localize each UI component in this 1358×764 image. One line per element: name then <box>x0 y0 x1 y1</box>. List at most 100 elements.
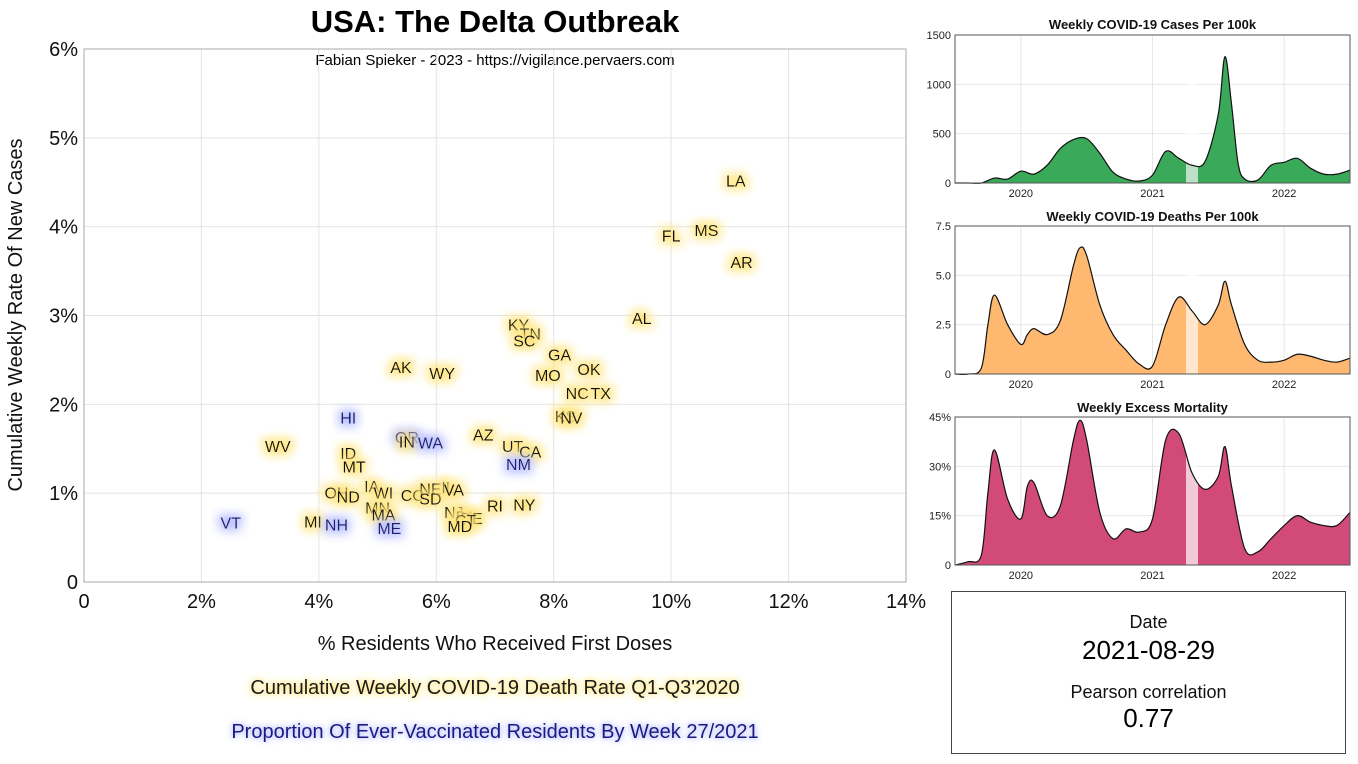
point-al: AL <box>632 311 652 328</box>
point-oh: OH <box>324 485 348 502</box>
mini-x-tick: 2021 <box>1140 188 1164 200</box>
mini-y-tick: 0 <box>945 178 951 190</box>
chart-title: USA: The Delta Outbreak <box>310 4 680 39</box>
y-tick-label: 5% <box>49 128 78 150</box>
point-pa: PA <box>456 509 476 526</box>
mini-y-tick: 500 <box>933 129 951 141</box>
correlation-value: 0.77 <box>1123 703 1174 733</box>
point-wa: WA <box>418 436 444 453</box>
point-de: DE <box>460 511 482 528</box>
point-il: IL <box>441 480 454 497</box>
point-la: LA <box>726 173 746 190</box>
point-ks: KS <box>555 409 576 426</box>
mini-y-tick: 1000 <box>927 79 951 91</box>
point-ms: MS <box>694 223 718 240</box>
mini-y-tick: 30% <box>929 461 951 473</box>
mini-area-line <box>954 419 1351 566</box>
point-tn: TN <box>520 326 541 343</box>
info-box: Date 2021-08-29 Pearson correlation 0.77 <box>951 591 1346 754</box>
point-in: IN <box>399 435 415 452</box>
mini-chart-title: Weekly Excess Mortality <box>1077 400 1229 415</box>
point-mi: MI <box>304 515 322 532</box>
legend-death-rate: Cumulative Weekly COVID-19 Death Rate Q1… <box>250 677 740 699</box>
x-tick-label: 10% <box>651 591 691 613</box>
mini-y-tick: 1500 <box>927 30 951 42</box>
point-ky: KY <box>508 317 530 334</box>
point-wv: WV <box>265 439 291 456</box>
point-az: AZ <box>473 428 494 445</box>
mini-x-tick: 2021 <box>1140 379 1164 391</box>
point-nj: NJ <box>444 505 464 522</box>
y-axis-label: Cumulative Weekly Rate Of New Cases <box>5 138 27 491</box>
point-mo: MO <box>535 368 561 385</box>
mini-plot-frame <box>954 416 1351 566</box>
current-date-highlight <box>1186 35 1198 183</box>
mini-chart-title: Weekly COVID-19 Deaths Per 100k <box>1046 209 1259 224</box>
point-co: CO <box>401 488 425 505</box>
mini-area-line <box>955 56 1351 184</box>
mini-area-line <box>954 246 1351 376</box>
point-nv: NV <box>560 411 583 428</box>
mini-y-tick: 15% <box>929 511 951 523</box>
x-axis-label: % Residents Who Received First Doses <box>318 633 673 655</box>
point-ok: OK <box>577 362 600 379</box>
point-nm: NM <box>506 457 531 474</box>
chart-subtitle: Fabian Spieker - 2023 - https://vigilanc… <box>315 52 675 69</box>
point-nh: NH <box>325 517 348 534</box>
point-wi: WI <box>374 485 394 502</box>
point-ne: NE <box>419 482 441 499</box>
legend-vaccinated: Proportion Of Ever-Vaccinated Residents … <box>231 721 759 743</box>
point-mt: MT <box>343 460 366 477</box>
x-tick-label: 6% <box>422 591 451 613</box>
y-tick-label: 3% <box>49 306 78 328</box>
mini-y-tick: 0 <box>945 369 951 381</box>
mini-chart-title: Weekly COVID-19 Cases Per 100k <box>1049 17 1257 32</box>
y-tick-label: 4% <box>49 217 78 239</box>
point-ri: RI <box>487 499 503 516</box>
point-fl: FL <box>662 229 681 246</box>
y-tick-label: 1% <box>49 483 78 505</box>
x-tick-label: 4% <box>304 591 333 613</box>
mini-x-tick: 2020 <box>1009 570 1033 582</box>
mini-x-tick: 2020 <box>1009 379 1033 391</box>
mini-area-fill <box>955 56 1350 184</box>
point-me: ME <box>377 521 401 538</box>
x-tick-label: 2% <box>187 591 216 613</box>
current-date-highlight <box>1186 417 1198 565</box>
mini-y-tick: 2.5 <box>936 320 951 332</box>
mini-x-tick: 2022 <box>1272 570 1296 582</box>
mini-x-tick: 2022 <box>1272 379 1296 391</box>
deaths-mini-chart: Weekly COVID-19 Deaths Per 100k 0 2.5 5.0 7.… <box>936 209 1351 391</box>
mini-y-tick: 45% <box>929 412 951 424</box>
correlation-label: Pearson correlation <box>1070 682 1227 702</box>
mini-plot-frame <box>954 34 1351 184</box>
mini-x-tick: 2021 <box>1140 570 1164 582</box>
point-or: OR <box>395 430 419 447</box>
date-label: Date <box>1129 612 1168 632</box>
x-tick-label: 12% <box>769 591 809 613</box>
mini-area-fill <box>955 246 1350 375</box>
mini-plot-frame <box>954 225 1351 375</box>
mini-x-tick: 2020 <box>1009 188 1033 200</box>
point-ut: UT <box>502 439 524 456</box>
point-ak: AK <box>390 360 412 377</box>
point-ia: IA <box>364 479 379 496</box>
mini-area-fill <box>955 420 1350 565</box>
point-hi: HI <box>340 411 356 428</box>
mini-y-tick: 0 <box>945 560 951 572</box>
plot-frame <box>83 48 907 583</box>
point-vt: VT <box>221 515 242 532</box>
y-tick-label: 0 <box>67 572 78 594</box>
x-tick-label: 8% <box>539 591 568 613</box>
cases-mini-chart: Weekly COVID-19 Cases Per 100k 0 500 1000 15… <box>927 17 1351 200</box>
point-ca: CA <box>519 444 542 461</box>
point-tx: TX <box>590 386 611 403</box>
point-va: VA <box>444 483 464 500</box>
current-date-highlight <box>1186 226 1198 374</box>
x-tick-label: 0 <box>78 591 89 613</box>
y-tick-label: 2% <box>49 394 78 416</box>
point-md: MD <box>447 519 472 536</box>
point-ma: MA <box>371 507 395 524</box>
point-nd: ND <box>337 490 360 507</box>
point-mn: MN <box>365 500 390 517</box>
